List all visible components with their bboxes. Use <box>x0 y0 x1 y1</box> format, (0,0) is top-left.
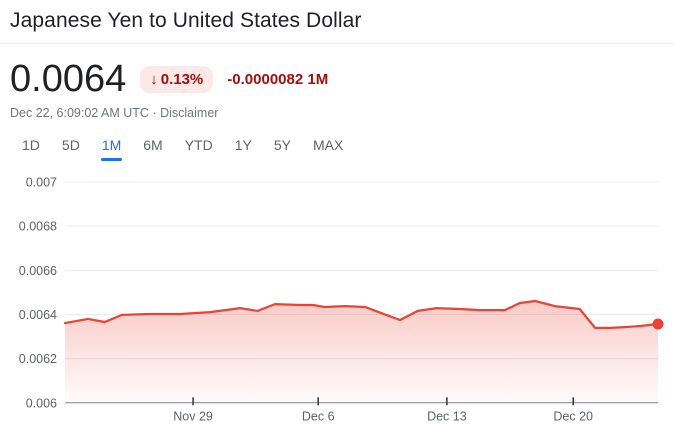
y-axis-label: 0.006 <box>26 396 57 410</box>
tab-5y[interactable]: 5Y <box>263 131 302 163</box>
area-fill <box>65 301 658 403</box>
tab-ytd[interactable]: YTD <box>174 131 224 163</box>
quote-meta: Dec 22, 6:09:02 AM UTC · Disclaimer <box>10 106 674 120</box>
tab-max[interactable]: MAX <box>302 131 354 163</box>
tab-1y[interactable]: 1Y <box>224 131 263 163</box>
last-price-dot <box>652 318 664 330</box>
y-axis-label: 0.0064 <box>19 308 57 322</box>
down-arrow-icon: ↓ <box>150 70 158 88</box>
tab-1d[interactable]: 1D <box>11 131 51 163</box>
x-axis-label: Dec 13 <box>427 409 467 423</box>
tab-6m[interactable]: 6M <box>132 131 173 163</box>
meta-separator: · <box>152 106 157 120</box>
y-axis-label: 0.007 <box>26 176 57 190</box>
price-chart[interactable]: 0.007 0.0068 0.0066 0.0064 0.0062 0.006 Nov 29… <box>0 165 674 428</box>
disclaimer-link[interactable]: Disclaimer <box>160 106 219 120</box>
change-absolute: -0.0000082 1M <box>227 70 329 88</box>
current-price: 0.0064 <box>10 58 127 100</box>
change-percent: 0.13% <box>160 70 204 88</box>
fx-chart-svg[interactable]: 0.007 0.0068 0.0066 0.0064 0.0062 0.006 Nov 29… <box>0 165 674 428</box>
quote-summary: 0.0064 ↓ 0.13% -0.0000082 1M <box>10 59 674 99</box>
tab-1m[interactable]: 1M <box>91 131 132 163</box>
x-axis-label: Nov 29 <box>173 409 213 423</box>
page-title: Japanese Yen to United States Dollar <box>10 9 362 32</box>
quote-timestamp: Dec 22, 6:09:02 AM UTC <box>10 106 149 120</box>
price-line <box>63 299 660 329</box>
x-axis-label: Dec 6 <box>302 409 335 423</box>
y-axis-label: 0.0062 <box>19 352 57 366</box>
x-axis-label: Dec 20 <box>553 409 593 423</box>
range-tabs: 1D 5D 1M 6M YTD 1Y 5Y MAX <box>11 131 674 163</box>
header: Japanese Yen to United States Dollar <box>0 0 674 44</box>
change-percent-badge: ↓ 0.13% <box>140 65 214 93</box>
y-axis-label: 0.0068 <box>19 220 57 234</box>
y-axis-label: 0.0066 <box>19 264 57 278</box>
tab-5d[interactable]: 5D <box>51 131 91 163</box>
